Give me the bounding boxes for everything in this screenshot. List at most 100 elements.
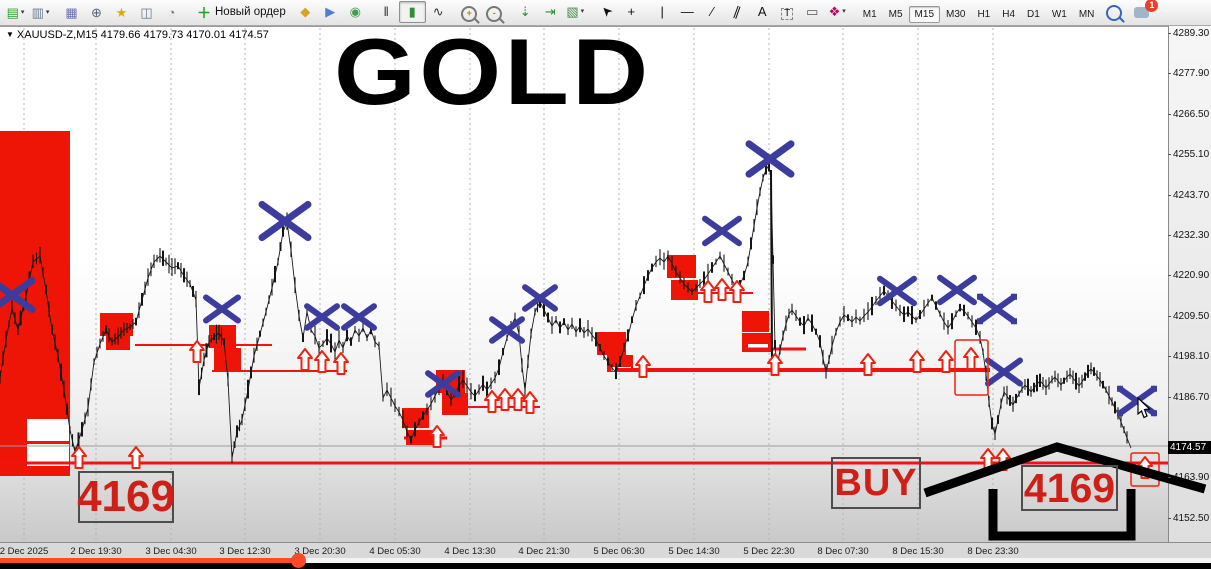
x-mark-icon (1117, 385, 1157, 417)
line-chart-button[interactable]: ∿ (426, 2, 451, 22)
rectangle-button[interactable]: ▭ (800, 2, 825, 22)
terminal-button[interactable]: ◫ (134, 3, 159, 23)
text-label-button[interactable]: T (775, 4, 800, 24)
time-axis-label: 3 Dec 04:30 (145, 546, 197, 557)
timeframe-m15[interactable]: M15 (908, 5, 940, 23)
timeframe-m1[interactable]: M1 (862, 8, 877, 20)
video-bottom-bar (0, 563, 1211, 569)
price-axis-label: 4186.70 (1173, 392, 1210, 403)
buy-arrow-icon (980, 448, 996, 471)
price-axis-label: 4277.90 (1173, 68, 1210, 79)
data-window-button[interactable]: ⊕ (84, 3, 109, 23)
buy-arrow-icon (510, 388, 526, 411)
time-axis-label: 8 Dec 15:30 (892, 546, 944, 557)
price-axis-tick (1168, 33, 1171, 34)
buy-arrow-icon (314, 350, 330, 373)
selection-handle (977, 318, 983, 325)
news-button[interactable]: ◉ (343, 2, 368, 22)
supply-demand-zone (597, 332, 626, 355)
timeframe-h4[interactable]: H4 (1002, 8, 1016, 20)
buy-arrow-icon (71, 446, 87, 469)
selection-handle (977, 293, 983, 300)
bar-chart-button[interactable]: ‖ (374, 2, 399, 22)
crosshair-button[interactable]: + (619, 2, 644, 22)
zoom-out-icon: - (486, 5, 503, 22)
dropdown-caret-icon: ▾ (580, 8, 585, 16)
buy-arrow-icon (860, 353, 876, 376)
chat-button[interactable]: 1 (1129, 0, 1159, 23)
main-toolbar: ▤ ▾ ▥ ▾ ▦ ⊕ ★ ◫ ◔ ＋ Новый ордер ◆ ▶ ◉ ‖ ▮ ∿ + - ⇣ ⇥ ▧ ▾ ➤ + | —… (0, 0, 1211, 26)
navigator-icon: ★ (115, 5, 128, 20)
text-icon: A (757, 4, 767, 20)
auto-scroll-button[interactable]: ⇣ (513, 2, 538, 22)
selection-handle (1151, 385, 1157, 392)
timeframe-d1[interactable]: D1 (1027, 8, 1040, 20)
selection-handle (1117, 385, 1123, 392)
x-mark-icon (203, 294, 241, 324)
strategy-tester-icon: ◔ (167, 5, 176, 20)
supply-demand-zone (667, 255, 696, 278)
time-axis-label: 8 Dec 23:30 (967, 546, 1019, 557)
indicators-button[interactable]: ▧ ▾ (563, 2, 588, 22)
timeframe-mn[interactable]: MN (1078, 8, 1095, 20)
supply-demand-zone (742, 311, 769, 332)
plus-icon: ＋ (197, 4, 211, 21)
x-mark-icon (702, 215, 742, 247)
price-axis-tick (1168, 154, 1171, 155)
new-order-button[interactable]: ＋ Новый ордер (191, 3, 292, 23)
cursor-button[interactable]: ➤ (594, 2, 619, 22)
arrows-tool-button[interactable]: ❖ ▾ (825, 2, 850, 22)
horizontal-line-button[interactable]: — (675, 2, 700, 22)
zoom-out-button[interactable]: - (482, 4, 507, 24)
x-mark-icon (877, 275, 917, 307)
navigator-button[interactable]: ★ (109, 3, 134, 23)
search-button[interactable] (1101, 3, 1126, 23)
new-chart-button[interactable]: ▤ ▾ (3, 3, 28, 23)
chart-shift-button[interactable]: ⇥ (538, 2, 563, 22)
trendline-button[interactable]: ∕ (700, 2, 725, 22)
vertical-line-button[interactable]: | (650, 2, 675, 22)
chart-shift-icon: ⇥ (544, 4, 556, 20)
price-axis-tick (1168, 114, 1171, 115)
timeframe-w1[interactable]: W1 (1051, 8, 1067, 20)
timeframe-h1[interactable]: H1 (977, 8, 991, 20)
terminal-icon: ◫ (140, 5, 153, 20)
chart-area[interactable] (0, 26, 1168, 542)
strategy-tester-button[interactable]: ◔ (159, 3, 184, 23)
dropdown-caret-icon: ▾ (20, 9, 25, 16)
price-axis-label: 4243.70 (1173, 190, 1210, 201)
text-button[interactable]: A (750, 2, 775, 22)
indicators-icon: ▧ (566, 4, 579, 20)
autotrading-button[interactable]: ▶ (318, 2, 343, 22)
dropdown-caret-icon: ▾ (45, 9, 50, 16)
metaeditor-button[interactable]: ◆ (293, 2, 318, 22)
buy-arrow-icon (522, 391, 538, 414)
market-watch-button[interactable]: ▦ (59, 3, 84, 23)
timeframe-m30[interactable]: M30 (946, 8, 966, 20)
zoom-in-button[interactable]: + (457, 4, 482, 24)
price-axis-label: 4289.30 (1173, 28, 1210, 39)
selection-handle (1151, 410, 1157, 417)
buy-arrow-icon (497, 388, 513, 411)
video-playhead[interactable] (291, 553, 306, 568)
channel-button[interactable]: ∥ (725, 2, 750, 22)
data-window-icon: ⊕ (91, 5, 102, 20)
chat-icon (1134, 7, 1150, 18)
vertical-line-icon: | (660, 4, 664, 20)
time-axis-label: 4 Dec 05:30 (369, 546, 421, 557)
price-axis-label: 4198.10 (1173, 351, 1210, 362)
x-mark-icon (304, 303, 340, 331)
price-axis[interactable] (1168, 26, 1211, 542)
timeframe-m5[interactable]: M5 (888, 8, 903, 20)
video-progress-track[interactable] (0, 558, 1211, 563)
candlestick-chart-icon: ▮ (408, 4, 416, 20)
price-axis-tick (1168, 477, 1171, 478)
candlestick-chart-button[interactable]: ▮ (398, 0, 426, 23)
price-axis-label: 4209.50 (1173, 311, 1210, 322)
auto-scroll-icon: ⇣ (519, 4, 531, 20)
buy-arrow-icon (484, 390, 500, 413)
gold-title: GOLD (334, 19, 652, 124)
chart-profiles-button[interactable]: ▥ ▾ (28, 3, 53, 23)
text-label-icon: T (781, 8, 794, 21)
